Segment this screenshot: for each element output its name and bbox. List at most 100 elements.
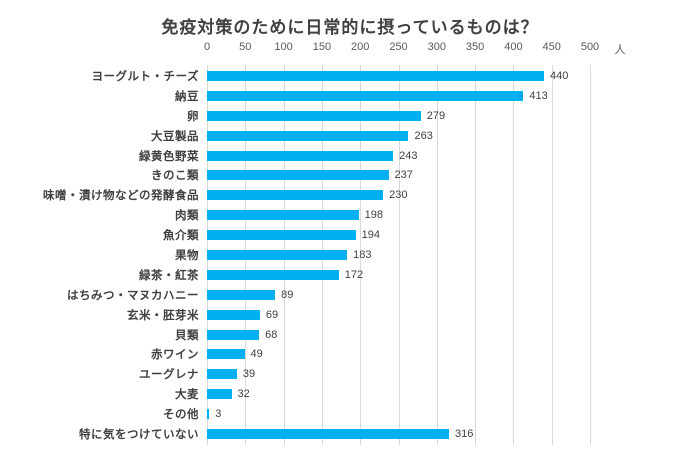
bar-track: 183	[207, 245, 700, 265]
chart-title: 免疫対策のために日常的に摂っているものは？	[161, 18, 539, 37]
bar-row: 納豆 413	[0, 86, 700, 106]
value-label: 172	[344, 268, 364, 281]
category-label: 卵	[187, 110, 199, 123]
category-label: 納豆	[175, 90, 199, 103]
category-label: 貝類	[175, 329, 199, 342]
x-tick-label: 0	[203, 41, 211, 53]
category-label: ヨーグルト・チーズ	[91, 70, 199, 83]
value-label: 32	[237, 388, 250, 401]
value-label: 183	[353, 248, 372, 261]
category-label: 魚介類	[163, 230, 199, 243]
bar-row: 卵 279	[0, 106, 700, 126]
x-tick-label: 150	[312, 41, 332, 53]
bar-track: 413	[207, 86, 700, 106]
bar-row: 果物 183	[0, 245, 700, 265]
value-label: 49	[250, 348, 263, 361]
bar-rows: ヨーグルト・チーズ 440 納豆 413 卵 279 大豆製品 263 緑黄色野菜 243 きのこ類…	[0, 66, 700, 444]
value-label: 198	[364, 209, 384, 222]
bar-track: 279	[207, 106, 700, 126]
value-label: 230	[389, 189, 408, 202]
bar-row: きのこ類 237	[0, 165, 700, 185]
value-label: 413	[529, 89, 548, 102]
gridline	[436, 65, 438, 445]
value-label: 194	[361, 229, 380, 242]
x-tick-label: 400	[504, 41, 523, 53]
value-label: 440	[550, 69, 569, 82]
bar-track: 237	[207, 165, 700, 185]
category-label: 赤ワイン	[151, 349, 199, 362]
bar-track: 68	[207, 325, 700, 345]
value-label: 3	[215, 408, 222, 421]
bar	[207, 190, 384, 201]
bar-row: その他 3	[0, 404, 700, 424]
category-label: きのこ類	[151, 170, 199, 183]
bar-row: 玄米・胚芽米 69	[0, 305, 700, 325]
x-axis: 0 50 100 150 200 250 300 350 400 450 500 人	[0, 41, 700, 56]
gridline	[551, 65, 553, 445]
bar	[207, 210, 359, 221]
bar-row: ヨーグルト・チーズ 440	[0, 66, 700, 86]
bar	[207, 110, 421, 121]
bar	[207, 369, 237, 380]
category-label: その他	[163, 409, 199, 422]
bar-track: 198	[207, 205, 700, 225]
category-label: 肉類	[175, 210, 199, 223]
category-label: 果物	[175, 249, 199, 262]
bar-row: 味噌・漬け物などの発酵食品 230	[0, 185, 700, 205]
category-label: 味噌・漬け物などの発酵食品	[43, 190, 199, 203]
bar-row: 緑茶・紅茶 172	[0, 265, 700, 285]
bar	[207, 428, 450, 439]
bar-track: 69	[207, 305, 700, 325]
bar	[207, 409, 210, 420]
x-tick-label: 500	[580, 41, 600, 53]
bar	[207, 70, 545, 81]
bar	[207, 249, 348, 260]
gridline	[360, 65, 362, 445]
category-label: 玄米・胚芽米	[127, 309, 199, 322]
value-label: 243	[399, 149, 418, 162]
category-label: 大豆製品	[151, 130, 199, 143]
bar-track: 263	[207, 126, 700, 146]
category-label: ユーグレナ	[139, 369, 199, 382]
bar-track: 243	[207, 146, 700, 166]
bar-row: 赤ワイン 49	[0, 344, 700, 364]
bar-row: 魚介類 194	[0, 225, 700, 245]
category-label: 緑黄色野菜	[139, 150, 199, 163]
bar-row: 肉類 198	[0, 205, 700, 225]
value-label: 316	[455, 427, 474, 440]
bar-row: 緑黄色野菜 243	[0, 146, 700, 166]
bar	[207, 90, 524, 101]
x-tick-label: 100	[274, 41, 293, 53]
bar	[207, 170, 389, 181]
x-tick-label: 200	[351, 41, 370, 53]
bar-row: 貝類 68	[0, 325, 700, 345]
bar-track: 172	[207, 265, 700, 285]
bar-track: 194	[207, 225, 700, 245]
x-tick-label: 300	[427, 41, 446, 53]
bar-track: 3	[207, 404, 700, 424]
category-label: はちみつ・マヌカハニー	[67, 289, 199, 302]
x-tick-label: 50	[239, 41, 252, 53]
category-label: 緑茶・紅茶	[139, 269, 199, 282]
value-label: 89	[281, 288, 294, 301]
bar	[207, 349, 245, 360]
bar-track: 39	[207, 364, 700, 384]
x-tick-label: 250	[389, 41, 408, 53]
bar-track: 230	[207, 185, 700, 205]
bar-row: 特に気をつけていない 316	[0, 424, 700, 444]
gridline	[590, 65, 591, 445]
value-label: 237	[394, 169, 413, 182]
value-label: 39	[242, 368, 256, 381]
value-label: 69	[265, 308, 279, 321]
bar-row: 大豆製品 263	[0, 126, 700, 146]
x-axis-unit-label: 人	[614, 44, 626, 56]
x-tick-label: 450	[542, 41, 561, 53]
bar	[207, 269, 339, 280]
category-label: 特に気をつけていない	[79, 428, 199, 441]
bar	[207, 329, 260, 340]
category-label: 大麦	[175, 389, 199, 402]
bar-row: はちみつ・マヌカハニー 89	[0, 285, 700, 305]
bar-track: 32	[207, 384, 700, 404]
bar	[207, 150, 394, 161]
